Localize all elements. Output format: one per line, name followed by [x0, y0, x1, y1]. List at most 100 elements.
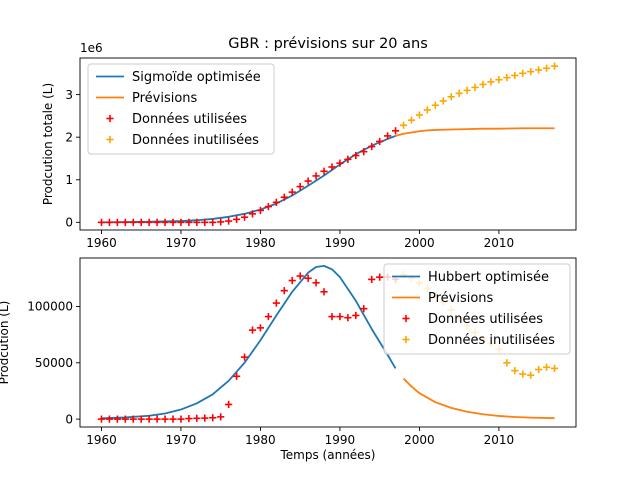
legend-marker-swatch — [402, 335, 410, 344]
data-point — [296, 182, 304, 191]
data-point — [193, 218, 201, 226]
data-point — [511, 367, 519, 375]
y-tick-label: 0 — [65, 412, 73, 426]
data-point — [201, 218, 209, 226]
data-point — [113, 415, 121, 423]
data-point — [153, 415, 161, 423]
x-tick-label: 2010 — [484, 433, 515, 447]
data-point — [368, 275, 376, 284]
legend: Hubbert optimisée Prévisions Données utili… — [383, 263, 571, 355]
data-point — [169, 218, 177, 226]
bottom-axes: 1960 1970 1980 1990 2000 2010 0 50000 100000 Prod… — [0, 257, 577, 462]
x-tick-label: 1990 — [325, 236, 356, 250]
data-point — [542, 363, 551, 371]
data-point — [121, 415, 129, 423]
data-point — [121, 218, 129, 226]
x-tick-label: 2000 — [404, 433, 435, 447]
data-point — [384, 132, 392, 140]
data-point — [201, 414, 209, 422]
legend: Sigmoïde optimisée Prévisions Données util… — [87, 63, 275, 155]
x-tick-label: 1960 — [86, 236, 117, 250]
legend-entry: Données inutilisées — [428, 333, 555, 348]
data-point — [455, 89, 463, 97]
data-point — [264, 312, 272, 321]
data-point — [535, 66, 543, 74]
x-tick-label: 1970 — [166, 236, 197, 250]
data-point — [232, 372, 241, 380]
data-point — [217, 413, 225, 421]
data-point — [296, 272, 304, 280]
data-point — [312, 279, 320, 287]
data-point — [439, 97, 447, 105]
y-tick-label: 3 — [65, 88, 73, 102]
data-point — [503, 73, 511, 82]
data-point — [344, 155, 352, 163]
data-point — [272, 198, 280, 206]
data-point — [153, 218, 161, 226]
data-point — [368, 142, 376, 151]
data-point — [256, 324, 265, 332]
data-point — [542, 64, 551, 72]
data-point — [463, 86, 471, 94]
data-point — [360, 148, 368, 156]
data-point — [399, 121, 408, 129]
x-tick-label: 1990 — [325, 433, 356, 447]
data-point — [320, 288, 328, 296]
data-point — [535, 365, 543, 374]
data-point — [177, 415, 185, 423]
x-tick-label: 1980 — [245, 236, 276, 250]
data-point — [97, 218, 106, 226]
data-point — [304, 274, 312, 282]
y-axis-label: Prodcution totale (L) — [41, 83, 55, 205]
series-points-used — [97, 272, 400, 423]
data-point — [137, 415, 145, 423]
data-point — [161, 218, 169, 226]
top-axes: 1960 1970 1980 1990 2000 2010 0 1 2 3 1e6 Prodcutio… — [41, 41, 577, 250]
data-point — [280, 193, 288, 201]
data-point — [209, 218, 217, 226]
legend-marker-swatch — [106, 114, 114, 123]
data-point — [360, 305, 368, 313]
x-axis-label: Temps (années) — [280, 448, 376, 462]
data-point — [209, 414, 217, 422]
data-point — [471, 83, 479, 91]
data-point — [479, 80, 487, 88]
figure-title: GBR : prévisions sur 20 ans — [228, 36, 428, 52]
legend-entry: Sigmoïde optimisée — [132, 70, 261, 85]
series-line-fit — [101, 264, 397, 420]
data-point — [376, 137, 384, 146]
data-point — [113, 218, 121, 226]
data-point — [519, 69, 527, 77]
series-line-forecast — [395, 127, 555, 137]
data-point — [288, 188, 296, 196]
data-point — [145, 415, 153, 423]
data-point — [161, 415, 169, 423]
data-point — [248, 210, 257, 218]
data-point — [248, 326, 257, 334]
data-point — [129, 415, 137, 423]
data-point — [487, 78, 495, 86]
y-tick-label: 100000 — [27, 300, 73, 314]
data-point — [129, 218, 137, 226]
y-offset-label: 1e6 — [80, 41, 103, 55]
data-point — [352, 311, 360, 320]
data-point — [447, 93, 455, 101]
x-tick-label: 1980 — [245, 433, 276, 447]
legend-marker-swatch — [402, 314, 410, 323]
legend-entry: Données utilisées — [132, 112, 247, 127]
series-points-unused — [399, 62, 559, 129]
data-point — [352, 151, 360, 160]
data-point — [137, 218, 145, 226]
data-point — [344, 314, 352, 322]
data-point — [145, 218, 153, 226]
x-tick-label: 1970 — [166, 433, 197, 447]
data-point — [336, 159, 344, 167]
x-tick-label: 1960 — [86, 433, 117, 447]
data-point — [185, 218, 193, 226]
data-point — [527, 68, 535, 76]
legend-entry: Données inutilisées — [132, 133, 259, 148]
y-tick-label: 2 — [65, 130, 73, 144]
data-point — [527, 371, 535, 379]
x-tick-label: 2000 — [404, 236, 435, 250]
